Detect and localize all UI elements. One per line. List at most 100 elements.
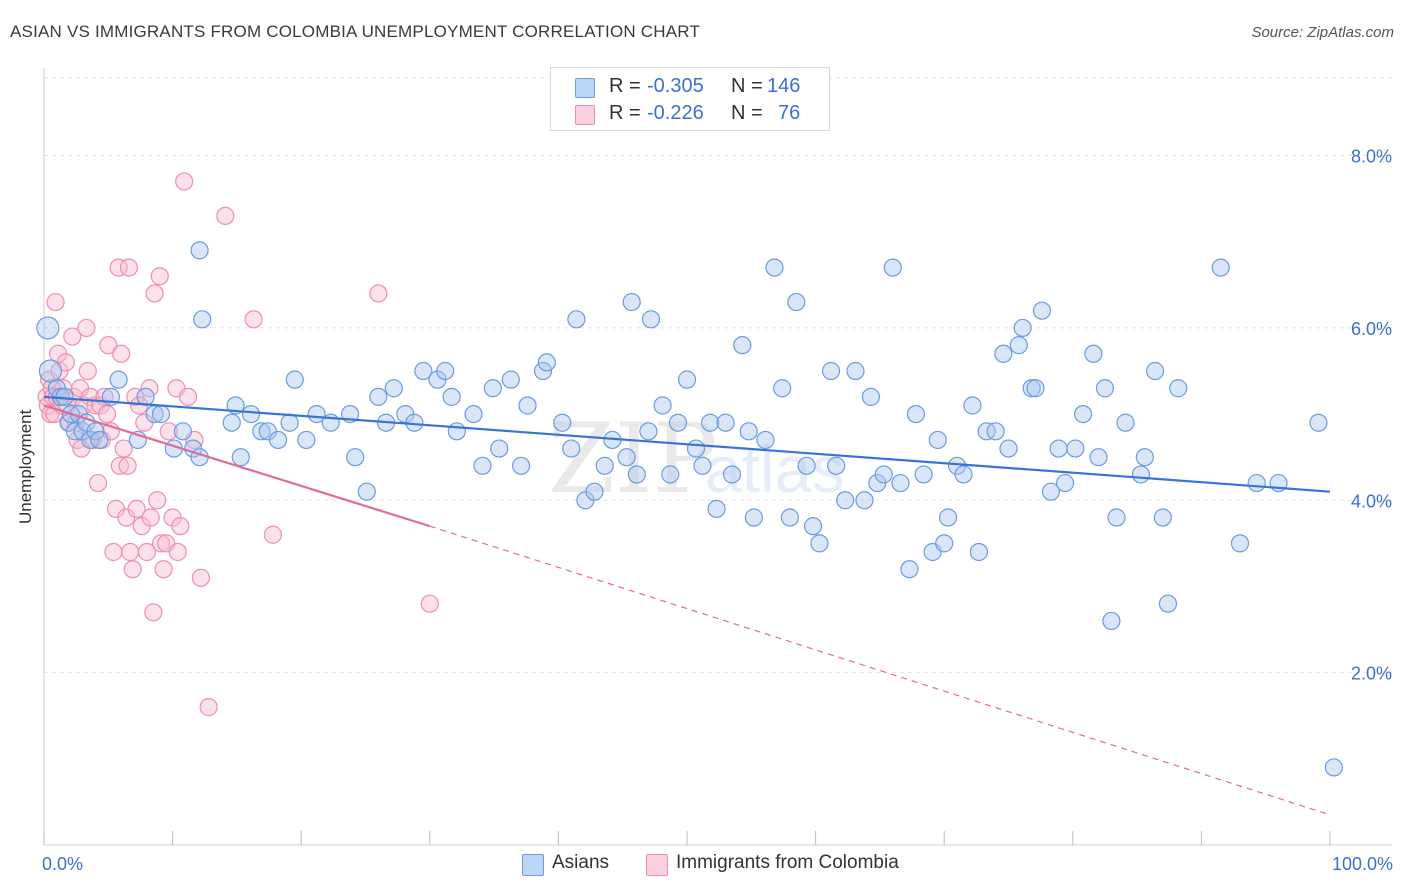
legend-swatch-asians xyxy=(575,78,595,98)
asians-point xyxy=(1153,508,1172,527)
asians-point xyxy=(846,361,865,381)
asians-point xyxy=(994,344,1013,363)
colombia-point xyxy=(154,560,173,579)
legend-r-label: R = xyxy=(609,102,641,124)
legend-swatch-colombia xyxy=(646,854,668,876)
asians-point xyxy=(252,422,271,441)
asians-point xyxy=(190,241,209,260)
asians-point xyxy=(86,422,105,441)
asians-point xyxy=(787,292,806,312)
colombia-point xyxy=(46,292,65,312)
asians-point xyxy=(1309,413,1328,432)
colombia-point xyxy=(175,172,194,191)
asians-point xyxy=(369,387,388,406)
colombia-point xyxy=(121,542,140,562)
asians-point xyxy=(1158,594,1178,613)
asians-point xyxy=(36,316,60,340)
colombia-point xyxy=(114,439,133,458)
asians-point xyxy=(765,258,784,277)
asians-point xyxy=(883,258,902,277)
legend-r-label: R = xyxy=(609,75,641,97)
colombia-trend-extension xyxy=(429,525,1331,816)
colombia-point xyxy=(244,310,263,329)
watermark: ZIP atlas xyxy=(548,403,844,515)
asians-point xyxy=(1131,465,1151,484)
colombia-point xyxy=(110,456,129,475)
legend-n-value: 76 xyxy=(778,102,801,124)
asians-point xyxy=(773,379,792,398)
asians-point xyxy=(668,413,688,432)
colombia-point xyxy=(151,534,171,553)
colombia-point xyxy=(78,361,97,381)
asians-point xyxy=(1107,508,1126,527)
asians-point xyxy=(661,465,680,484)
asians-point xyxy=(1116,413,1135,432)
colombia-point xyxy=(178,387,198,406)
asians-point xyxy=(533,361,553,381)
asians-points xyxy=(36,241,1343,777)
tick-labels: 2.0% 4.0% 6.0% 8.0% 0.0% 100.0% xyxy=(42,147,1393,874)
asians-point xyxy=(1169,379,1188,398)
colombia-point xyxy=(191,568,210,587)
asians-point xyxy=(490,439,509,458)
colombia-point xyxy=(99,336,118,355)
asians-point xyxy=(744,508,763,527)
asians-point xyxy=(1247,473,1266,493)
asians-point xyxy=(512,456,531,475)
asians-point xyxy=(954,465,973,484)
asians-point xyxy=(1013,318,1032,338)
asians-point xyxy=(639,422,658,441)
asians-point xyxy=(268,430,288,450)
colombia-point xyxy=(104,542,123,562)
asians-point xyxy=(935,534,954,553)
asians-point xyxy=(686,439,706,458)
asians-point xyxy=(231,448,250,467)
colombia-point xyxy=(168,542,187,562)
asians-point xyxy=(1009,336,1028,355)
colombia-point xyxy=(216,206,235,225)
y-tick-label: 8.0% xyxy=(1351,147,1392,167)
trend-lines xyxy=(43,395,1331,816)
asians-point xyxy=(797,456,816,475)
asians-point xyxy=(436,361,455,381)
asians-point xyxy=(861,387,880,406)
asians-point xyxy=(1041,482,1061,501)
asians-point xyxy=(447,422,466,441)
asians-point xyxy=(928,430,947,450)
asians-point xyxy=(518,396,537,415)
colombia-point xyxy=(144,603,163,622)
asians-point xyxy=(986,422,1005,441)
asians-point xyxy=(109,370,128,389)
asians-point xyxy=(1102,611,1121,631)
asians-point xyxy=(874,465,893,484)
asians-point xyxy=(384,379,403,398)
asians-point xyxy=(1032,301,1052,320)
asians-point xyxy=(855,491,874,510)
y-tick-label: 2.0% xyxy=(1351,664,1392,684)
asians-point xyxy=(1073,405,1093,424)
colombia-point xyxy=(119,258,138,277)
y-tick-label: 4.0% xyxy=(1351,491,1392,511)
colombia-point xyxy=(112,344,131,363)
asians-point xyxy=(733,336,752,355)
colombia-point xyxy=(145,284,164,303)
asians-point xyxy=(677,370,697,389)
asians-point xyxy=(810,534,829,553)
asians-point xyxy=(1084,344,1103,363)
colombia-point xyxy=(123,560,142,579)
legend-n-label: N = xyxy=(731,75,763,97)
asians-point xyxy=(617,448,636,467)
asians-point xyxy=(501,370,520,389)
asians-point xyxy=(707,499,726,518)
legend-n-value: 146 xyxy=(767,75,801,97)
asians-point xyxy=(346,448,365,467)
asians-point xyxy=(280,413,299,432)
asians-point xyxy=(836,491,855,510)
colombia-point xyxy=(126,387,145,406)
legend-label-asians: Asians xyxy=(552,852,610,873)
asians-point xyxy=(357,482,376,501)
colombia-point xyxy=(148,491,167,510)
colombia-point xyxy=(199,698,218,717)
asians-point xyxy=(780,508,799,527)
asians-point xyxy=(627,465,646,484)
